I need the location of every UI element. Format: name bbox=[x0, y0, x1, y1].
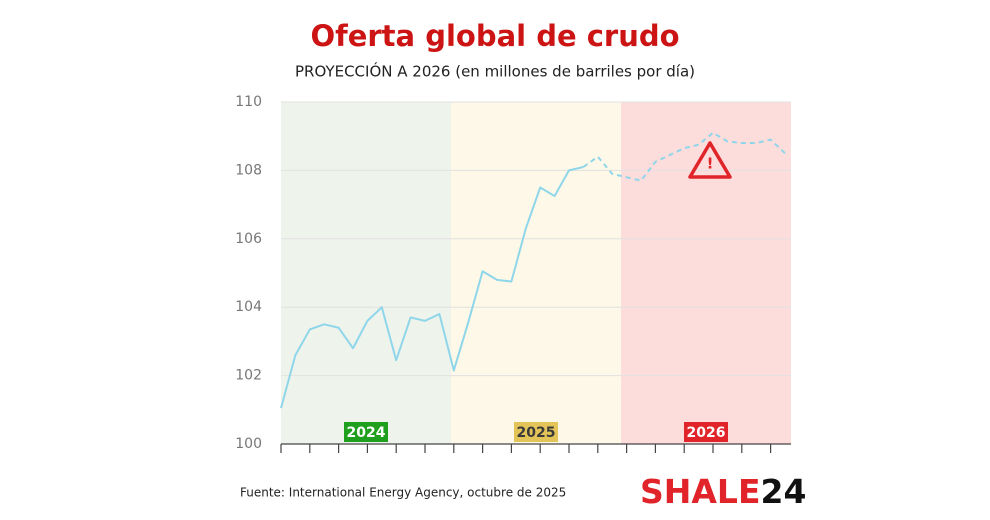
y-tick-label: 104 bbox=[235, 299, 262, 315]
period-label: 2026 bbox=[687, 425, 726, 441]
grid: 100 102 104 106 108 110 bbox=[235, 94, 791, 453]
period-label-bg bbox=[684, 422, 728, 442]
chart-title: Oferta global de crudo bbox=[310, 19, 679, 53]
warning-icon: ! bbox=[688, 141, 732, 179]
logo-part: SHALE bbox=[640, 472, 761, 511]
y-tick-label: 108 bbox=[235, 162, 262, 178]
period-label-bg bbox=[344, 422, 388, 442]
y-tick-label: 102 bbox=[235, 368, 262, 384]
period-label-bg bbox=[514, 422, 558, 442]
period-band bbox=[281, 102, 451, 444]
chart-subtitle: PROYECCIÓN A 2026 (en millones de barril… bbox=[295, 62, 695, 81]
period-band bbox=[621, 102, 791, 444]
period-label: 2025 bbox=[517, 425, 556, 441]
logo: SHALE24 bbox=[640, 472, 806, 511]
series-line bbox=[280, 166, 584, 409]
period-band bbox=[451, 102, 621, 444]
period-backgrounds: 2024 2025 2026 bbox=[281, 102, 791, 444]
y-tick-label: 100 bbox=[235, 436, 262, 452]
source: Fuente: International Energy Agency, oct… bbox=[240, 486, 566, 500]
lines bbox=[280, 131, 786, 409]
logo-part: 24 bbox=[761, 472, 807, 511]
y-tick-label: 106 bbox=[235, 231, 262, 247]
warning-triangle bbox=[688, 141, 732, 179]
series-line bbox=[582, 131, 786, 182]
warning-mark: ! bbox=[707, 155, 714, 173]
period-label: 2024 bbox=[347, 425, 386, 441]
y-tick-label: 110 bbox=[235, 94, 262, 110]
